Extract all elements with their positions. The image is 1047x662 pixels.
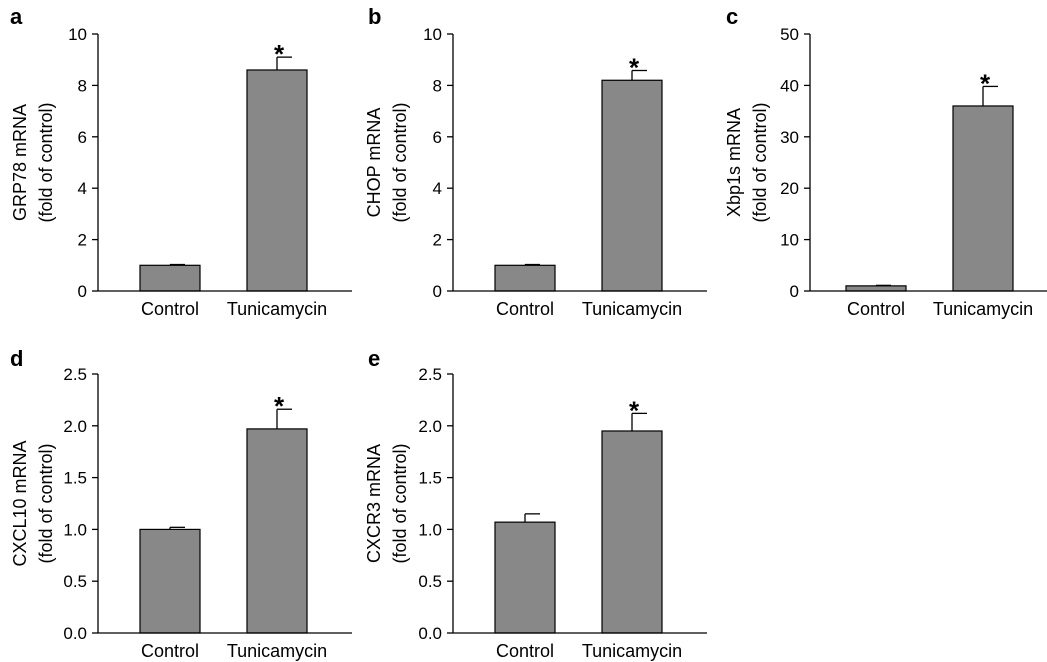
y-tick-label: 1.0 [418, 520, 442, 539]
y-axis-label: (fold of control) [36, 102, 56, 222]
bar-tunicamycin [246, 69, 308, 292]
y-tick-label: 0 [78, 282, 87, 301]
y-tick-label: 4 [433, 179, 442, 198]
y-tick-label: 1.0 [63, 520, 87, 539]
y-tick-label: 10 [68, 25, 87, 44]
y-tick-label: 2.0 [418, 417, 442, 436]
y-tick-label: 2.0 [63, 417, 87, 436]
y-axis-label: CXCR3 mRNA [364, 444, 384, 563]
y-axis-label: (fold of control) [750, 102, 770, 222]
y-tick-label: 0 [790, 282, 799, 301]
y-tick-label: 0.5 [418, 572, 442, 591]
y-tick-label: 2.5 [63, 365, 87, 384]
y-axis-label: CHOP mRNA [364, 108, 384, 218]
y-tick-label: 20 [780, 179, 799, 198]
y-tick-label: 8 [433, 76, 442, 95]
panel-letter: c [726, 4, 738, 29]
y-tick-label: 0 [433, 282, 442, 301]
y-axis-label: CXCL10 mRNA [10, 440, 30, 566]
x-tick-label: Tunicamycin [227, 299, 327, 319]
y-tick-label: 0.5 [63, 572, 87, 591]
chart-panel-c: c Xbp1s mRNA (fold of control) Control * Tuni… [724, 4, 1047, 319]
y-tick-label: 1.5 [418, 469, 442, 488]
bar-tunicamycin [952, 105, 1014, 292]
x-tick-label: Control [496, 299, 554, 319]
x-tick-label: Control [847, 299, 905, 319]
panel-letter: a [10, 4, 23, 29]
significance-star: * [980, 68, 991, 98]
y-tick-label: 6 [78, 128, 87, 147]
y-tick-label: 30 [780, 128, 799, 147]
y-axis-label: (fold of control) [36, 443, 56, 563]
y-tick-label: 0.0 [63, 624, 87, 643]
bar-control [139, 528, 201, 634]
bar-control [494, 521, 556, 634]
panel-letter: e [368, 346, 380, 371]
chart-panel-e: e CXCR3 mRNA (fold of control) Control * Tuni… [364, 346, 707, 661]
chart-panel-a: a GRP78 mRNA (fold of control) Control * Tuni… [10, 4, 352, 319]
bar-tunicamycin [601, 430, 663, 634]
significance-star: * [274, 391, 285, 421]
x-tick-label: Tunicamycin [227, 641, 327, 661]
y-axis-label: (fold of control) [390, 102, 410, 222]
x-tick-label: Tunicamycin [933, 299, 1033, 319]
panel-letter: b [368, 4, 381, 29]
y-axis-label: Xbp1s mRNA [724, 108, 744, 217]
bar-tunicamycin [601, 79, 663, 292]
bar-control [494, 264, 556, 292]
bar-control [139, 264, 201, 292]
y-tick-label: 40 [780, 76, 799, 95]
y-tick-label: 1.5 [63, 469, 87, 488]
significance-star: * [629, 395, 640, 425]
chart-panel-d: d CXCL10 mRNA (fold of control) Control * Tun… [10, 346, 352, 661]
x-tick-label: Tunicamycin [582, 299, 682, 319]
y-axis-label: (fold of control) [390, 443, 410, 563]
y-tick-label: 50 [780, 25, 799, 44]
x-tick-label: Tunicamycin [582, 641, 682, 661]
y-tick-label: 10 [780, 231, 799, 250]
chart-panel-b: b CHOP mRNA (fold of control) Control * Tunic… [364, 4, 707, 319]
x-tick-label: Control [141, 641, 199, 661]
bar-tunicamycin [246, 428, 308, 634]
significance-star: * [274, 39, 285, 69]
y-tick-label: 10 [423, 25, 442, 44]
y-tick-label: 4 [78, 179, 87, 198]
y-tick-label: 0.0 [418, 624, 442, 643]
y-tick-label: 2 [78, 231, 87, 250]
significance-star: * [629, 52, 640, 82]
bar-control [845, 285, 907, 292]
panel-letter: d [10, 346, 23, 371]
x-tick-label: Control [141, 299, 199, 319]
y-tick-label: 2.5 [418, 365, 442, 384]
y-tick-label: 2 [433, 231, 442, 250]
x-tick-label: Control [496, 641, 554, 661]
y-axis-label: GRP78 mRNA [10, 104, 30, 221]
y-tick-label: 6 [433, 128, 442, 147]
y-tick-label: 8 [78, 76, 87, 95]
